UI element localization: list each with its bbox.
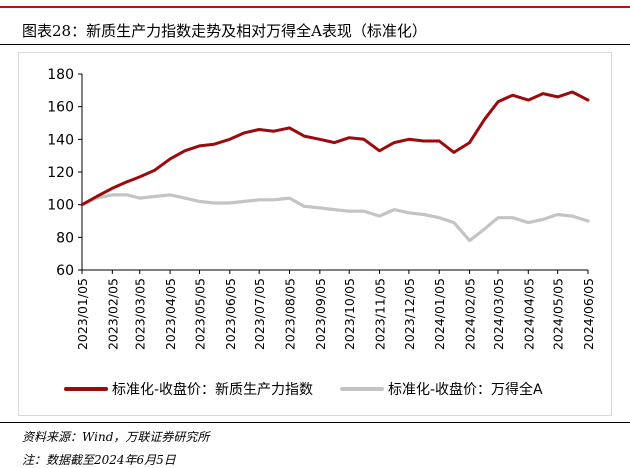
y-tick-label: 140 (47, 132, 74, 148)
bottom-rule (0, 422, 630, 423)
y-tick-label: 100 (47, 198, 74, 214)
x-tick-label: 2024/06/05 (581, 278, 596, 350)
x-tick-label: 2023/11/05 (373, 278, 388, 350)
y-tick-label: 120 (47, 165, 74, 181)
series-line-wind-all-a (80, 193, 590, 243)
date-note: 注：数据截至2024年6月5日 (22, 453, 176, 467)
source-note: 资料来源：Wind，万联证券研究所 (22, 430, 210, 444)
x-tick-label: 2024/02/05 (463, 278, 478, 350)
legend-new-productivity-label: 标准化-收盘价：新质生产力指数 (112, 381, 313, 398)
top-red-rule (0, 6, 630, 8)
y-tick-label: 60 (56, 263, 74, 279)
x-tick-label: 2023/06/05 (223, 278, 238, 350)
x-tick-label: 2023/02/05 (105, 278, 120, 350)
x-tick-label: 2023/05/05 (192, 278, 207, 350)
x-tick-label: 2023/03/05 (133, 278, 148, 350)
y-tick-label: 80 (56, 230, 74, 246)
x-tick-label: 2023/07/05 (252, 278, 267, 350)
x-tick-label: 2023/10/05 (342, 278, 357, 350)
x-tick-label: 2024/04/05 (521, 278, 536, 350)
figure-title: 图表28：新质生产力指数走势及相对万得全A表现（标准化） (22, 22, 427, 40)
y-tick-label: 160 (47, 100, 74, 116)
x-tick-label: 2024/01/05 (432, 278, 447, 350)
x-tick-label: 2023/12/05 (402, 278, 417, 350)
x-tick-label: 2023/08/05 (282, 278, 297, 350)
legend-wind-all-a-label: 标准化-收盘价：万得全A (388, 381, 543, 398)
line-chart: 60 80 100 120 140 160 180 2023/01/05 2023/02/05 2… (47, 67, 596, 398)
x-tick-label: 2023/04/05 (163, 278, 178, 350)
title-underline (0, 44, 630, 45)
x-tick-label: 2023/01/05 (75, 278, 90, 350)
series-line-new-productivity (80, 90, 590, 207)
x-tick-label: 2024/03/05 (491, 278, 506, 350)
y-tick-label: 180 (47, 67, 74, 83)
chart-frame (18, 52, 612, 416)
x-tick-label: 2024/05/05 (551, 278, 566, 350)
x-tick-label: 2023/09/05 (313, 278, 328, 350)
